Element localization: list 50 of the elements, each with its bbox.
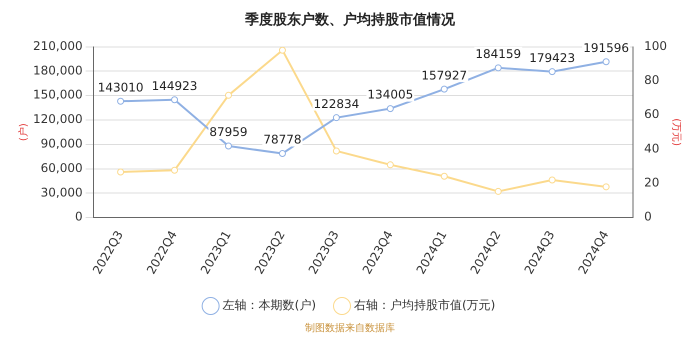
data-label: 144923 bbox=[152, 78, 198, 93]
y-tick-label: 60,000 bbox=[40, 160, 83, 175]
point bbox=[440, 86, 448, 93]
point bbox=[602, 58, 610, 66]
point bbox=[548, 68, 556, 76]
y2-tick-label: 20 bbox=[644, 176, 660, 190]
point bbox=[386, 161, 394, 168]
point bbox=[494, 188, 502, 195]
text: 制图数据来自数据库 bbox=[304, 322, 396, 336]
y-tick-label: 180,000 bbox=[33, 63, 83, 78]
y-tick-label: 210,000 bbox=[33, 38, 83, 53]
y-tick-label: 150,000 bbox=[33, 88, 83, 102]
point bbox=[386, 105, 394, 112]
point bbox=[171, 166, 178, 174]
data-label: 122834 bbox=[313, 96, 360, 111]
y2-axis-title: (万元) bbox=[670, 118, 682, 146]
y2-tick-label: 80 bbox=[644, 73, 660, 88]
y-tick-label: 120,000 bbox=[33, 112, 83, 126]
y-tick-label: 90,000 bbox=[40, 136, 83, 150]
chart-title: 季度股东户数、户均持股市值情况 bbox=[244, 11, 456, 28]
data-label: 179423 bbox=[529, 50, 576, 65]
y2-tick-label: 40 bbox=[644, 141, 660, 156]
y-tick-label: 30,000 bbox=[40, 185, 83, 200]
y-axis-title: (户) bbox=[18, 123, 30, 142]
point bbox=[332, 147, 340, 154]
point bbox=[224, 142, 232, 150]
y2-tick-label: 60 bbox=[644, 107, 660, 122]
point bbox=[278, 150, 286, 158]
point bbox=[440, 172, 448, 180]
point bbox=[171, 96, 178, 104]
y-tick-label: 0 bbox=[74, 210, 83, 224]
data-label: 78778 bbox=[263, 132, 302, 147]
point bbox=[332, 114, 340, 122]
point bbox=[548, 176, 556, 184]
data-label: 157927 bbox=[421, 68, 468, 82]
data-label: 184159 bbox=[475, 46, 522, 61]
data-label: 134005 bbox=[367, 88, 414, 102]
data-label: 143010 bbox=[98, 80, 144, 94]
y2-tick-label: 0 bbox=[644, 210, 652, 224]
y2-tick-label: 100 bbox=[644, 38, 667, 53]
legend-label: 左轴：本期数(户) bbox=[222, 298, 316, 312]
point bbox=[224, 92, 232, 99]
legend-label: 右轴：户均持股市值(万元) bbox=[354, 298, 496, 312]
point bbox=[278, 46, 286, 54]
point bbox=[602, 183, 610, 190]
point bbox=[117, 98, 124, 105]
point bbox=[494, 64, 502, 72]
data-label: 191596 bbox=[583, 40, 630, 55]
data-label: 87959 bbox=[209, 125, 248, 140]
point bbox=[117, 168, 124, 176]
